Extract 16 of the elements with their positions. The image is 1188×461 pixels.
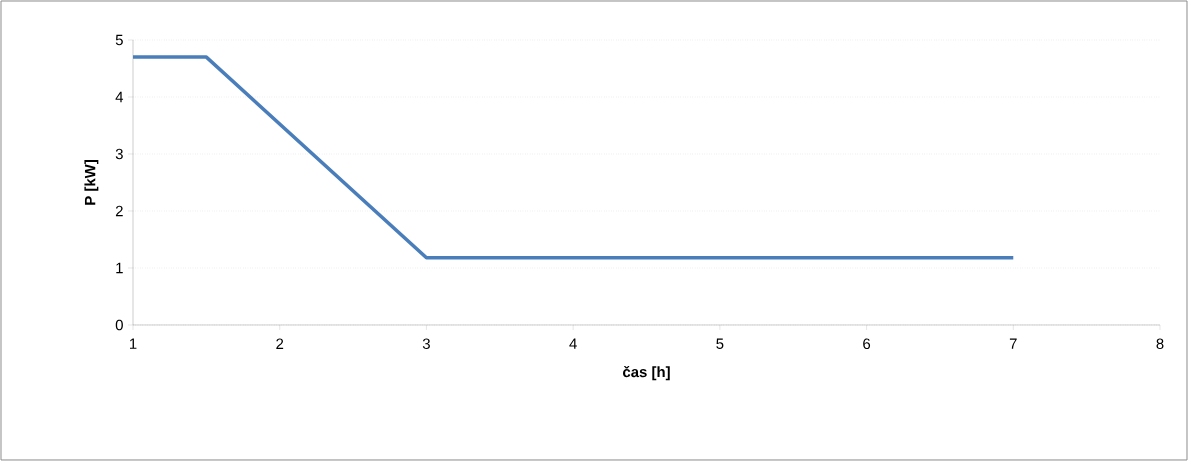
x-tick-label: 3 bbox=[422, 338, 430, 350]
x-tick-label: 7 bbox=[1009, 338, 1017, 349]
x-tick-label: 5 bbox=[716, 338, 724, 349]
x-axis-title: čas [h] bbox=[623, 365, 670, 381]
y-tick-label: 4 bbox=[115, 91, 124, 103]
x-tick-label: 2 bbox=[276, 338, 284, 349]
y-tick-label: 2 bbox=[115, 205, 123, 217]
y-axis-title: P [kW] bbox=[84, 160, 99, 205]
x-tick-label: 6 bbox=[863, 338, 871, 350]
x-tick-label: 8 bbox=[1156, 338, 1164, 350]
y-tick-label: 0 bbox=[115, 319, 123, 331]
x-tick-label: 1 bbox=[130, 338, 137, 349]
y-tick-label: 1 bbox=[116, 262, 123, 274]
x-tick-label: 4 bbox=[569, 338, 577, 349]
y-tick-label: 3 bbox=[115, 148, 123, 160]
y-tick-label: 5 bbox=[115, 34, 123, 46]
